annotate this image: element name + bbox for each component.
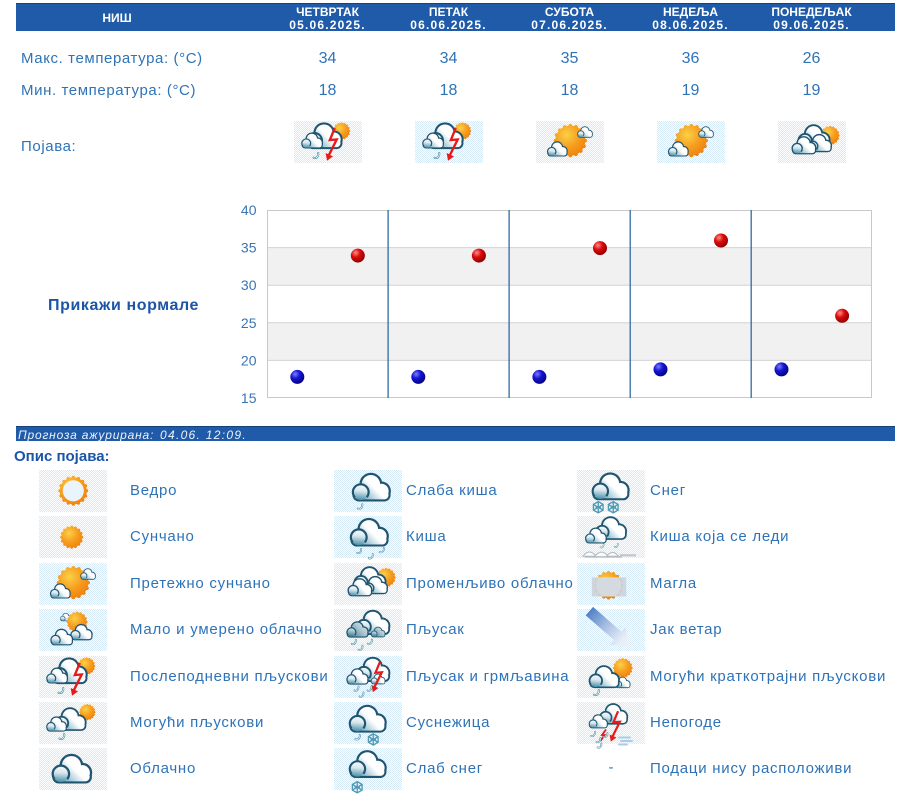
svg-text:25: 25 — [241, 315, 257, 331]
svg-text:15: 15 — [241, 390, 257, 406]
svg-text:40: 40 — [241, 202, 257, 218]
svg-text:30: 30 — [241, 277, 257, 293]
svg-text:20: 20 — [241, 352, 257, 368]
svg-text:35: 35 — [241, 240, 257, 256]
